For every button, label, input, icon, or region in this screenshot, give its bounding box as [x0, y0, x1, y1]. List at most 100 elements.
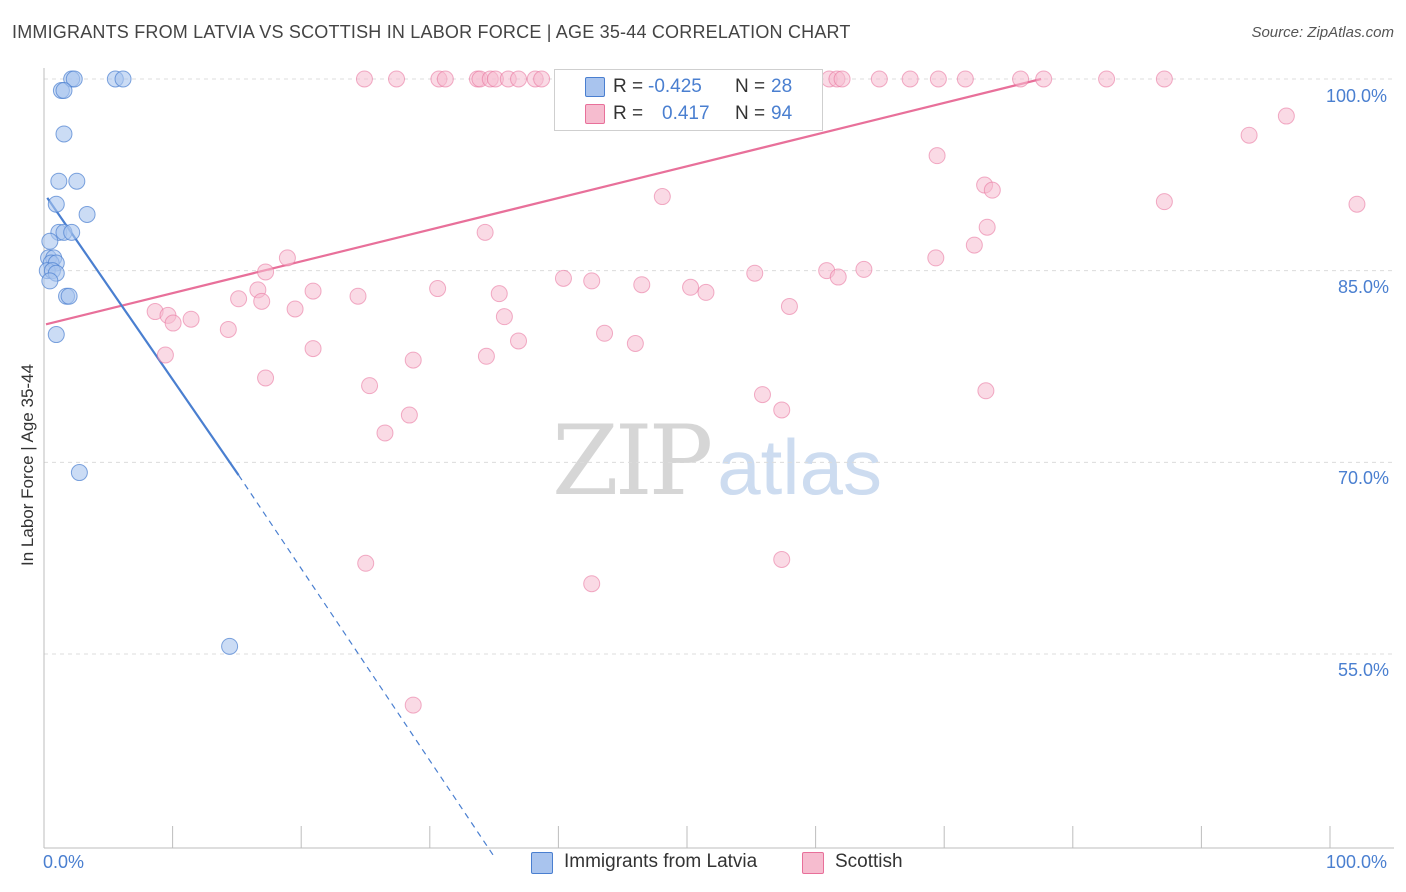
point-scottish: [554, 269, 572, 287]
point-scottish: [230, 290, 248, 308]
chart-title: IMMIGRANTS FROM LATVIA VS SCOTTISH IN LA…: [12, 22, 851, 42]
source-label: Source: ZipAtlas.com: [1251, 24, 1394, 41]
point-scottish: [1348, 195, 1366, 213]
axes: [43, 68, 1394, 849]
point-scottish: [164, 314, 182, 332]
trend-line-scottish: [45, 77, 1042, 326]
point-latvia: [63, 223, 81, 241]
watermark-atlas: atlas: [717, 423, 882, 511]
y-tick-label-70: 70.0%: [1338, 468, 1390, 488]
point-scottish: [753, 386, 771, 404]
point-scottish: [156, 346, 174, 364]
point-scottish: [355, 70, 373, 88]
point-scottish: [983, 181, 1001, 199]
point-scottish: [746, 264, 764, 282]
point-scottish: [376, 424, 394, 442]
point-scottish: [349, 287, 367, 305]
stats-legend: R = -0.425 N = 28 R = 0.417 N = 94: [554, 69, 823, 131]
point-scottish: [1155, 70, 1173, 88]
point-scottish: [773, 550, 791, 568]
point-latvia: [60, 287, 78, 305]
point-latvia: [55, 82, 73, 99]
legend-n-value-latvia: 28: [771, 76, 793, 97]
point-latvia: [78, 205, 96, 223]
point-scottish: [977, 382, 995, 400]
legend-r-value-latvia: -0.425: [648, 76, 702, 97]
grid-lines: [44, 78, 1394, 655]
point-scottish: [956, 70, 974, 88]
legend-swatch-latvia: [585, 77, 605, 97]
point-scottish: [901, 70, 919, 88]
bottom-legend-label-latvia: Immigrants from Latvia: [564, 851, 758, 872]
point-scottish: [361, 377, 379, 395]
x-tick-label-min: 0.0%: [43, 852, 85, 872]
point-scottish: [400, 406, 418, 424]
point-scottish: [429, 280, 447, 298]
point-scottish: [286, 300, 304, 318]
point-scottish: [477, 347, 495, 365]
point-scottish: [357, 554, 375, 572]
point-scottish: [833, 70, 851, 88]
point-scottish: [780, 297, 798, 315]
point-scottish: [626, 335, 644, 352]
legend-r-value-scottish: 0.417: [662, 103, 710, 124]
point-latvia: [41, 272, 59, 290]
point-scottish: [927, 249, 945, 267]
point-latvia: [68, 172, 86, 190]
point-latvia: [65, 70, 83, 88]
point-scottish: [490, 285, 508, 303]
legend-swatch-scottish: [585, 104, 605, 124]
x-tick-label-max: 100.0%: [1326, 852, 1388, 872]
point-latvia: [50, 172, 68, 190]
point-scottish: [653, 188, 671, 206]
legend-n-value-scottish: 94: [771, 103, 793, 124]
point-scottish: [510, 70, 528, 88]
point-scottish: [219, 320, 237, 338]
point-scottish: [1012, 70, 1030, 88]
y-tick-label-55: 55.0%: [1338, 660, 1390, 680]
point-scottish: [388, 70, 406, 88]
bottom-legend-label-scottish: Scottish: [835, 851, 903, 872]
point-scottish: [510, 332, 528, 350]
point-scottish: [773, 401, 791, 419]
point-scottish: [476, 223, 494, 241]
trend-lines: [45, 77, 1042, 859]
watermark: ZIP atlas: [552, 405, 882, 517]
point-latvia: [41, 232, 59, 250]
point-scottish: [870, 70, 888, 88]
point-scottish: [404, 351, 422, 369]
point-scottish: [965, 236, 983, 254]
point-scottish: [533, 70, 551, 88]
legend-r-label: R =: [613, 76, 644, 97]
point-scottish: [633, 276, 651, 294]
point-scottish: [855, 260, 873, 278]
watermark-zip: ZIP: [552, 405, 713, 517]
point-scottish: [929, 70, 947, 88]
point-scottish: [257, 263, 275, 281]
point-latvia: [47, 195, 65, 213]
y-tick-label-85: 85.0%: [1338, 277, 1390, 297]
point-scottish: [182, 310, 200, 328]
point-scottish: [1035, 70, 1053, 88]
legend-row-scottish: R = 0.417 N = 94: [555, 100, 822, 128]
point-scottish: [1240, 126, 1258, 144]
point-scottish: [682, 278, 700, 296]
point-scottish: [253, 292, 271, 310]
point-latvia: [114, 70, 132, 88]
data-points: [38, 70, 1366, 714]
trend-line-latvia: [46, 197, 240, 476]
point-latvia: [55, 125, 73, 143]
point-scottish: [278, 249, 296, 267]
point-scottish: [583, 272, 601, 290]
point-scottish: [257, 369, 275, 387]
point-scottish: [978, 218, 996, 236]
point-scottish: [829, 268, 847, 286]
point-scottish: [596, 324, 614, 342]
point-scottish: [1277, 107, 1295, 125]
point-latvia: [70, 464, 88, 482]
point-latvia: [47, 326, 65, 344]
legend-n-label: N =: [735, 76, 766, 97]
point-scottish: [495, 308, 513, 326]
y-tick-label-100: 100.0%: [1326, 86, 1388, 106]
